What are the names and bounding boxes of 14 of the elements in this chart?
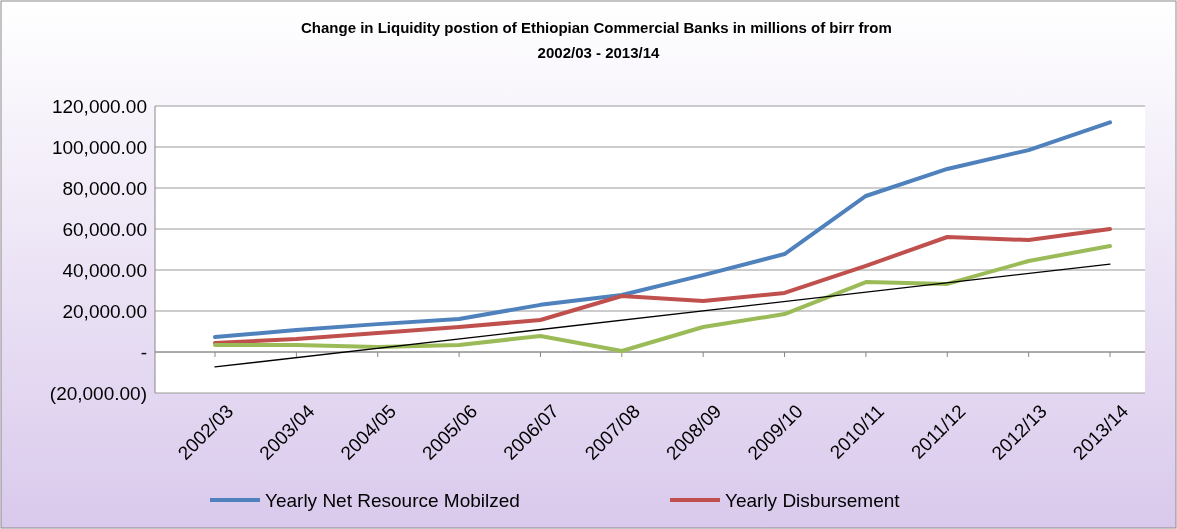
y-tick-label: 20,000.00 <box>62 300 147 322</box>
y-tick-label: (20,000.00) <box>49 382 147 404</box>
line-series <box>213 120 1112 340</box>
legend-label: Yearly Disbursement <box>725 489 901 511</box>
y-tick-label: 120,000.00 <box>51 95 147 117</box>
y-tick-label: - <box>140 341 147 363</box>
y-tick-label: 60,000.00 <box>62 218 147 240</box>
y-tick-label: 40,000.00 <box>62 259 147 281</box>
legend-label: Yearly Net Resource Mobilzed <box>265 489 520 511</box>
y-tick-label: 80,000.00 <box>62 177 147 199</box>
line-series <box>213 227 1112 345</box>
line-series <box>213 244 1112 353</box>
chart-title: Change in Liquidity postion of Ethiopian Commercial Banks in millions of birr from 2002/03 - 2013/14 <box>300 19 897 61</box>
y-tick-label: 100,000.00 <box>51 136 147 158</box>
